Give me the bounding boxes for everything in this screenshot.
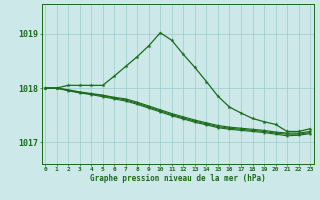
X-axis label: Graphe pression niveau de la mer (hPa): Graphe pression niveau de la mer (hPa) — [90, 174, 266, 183]
